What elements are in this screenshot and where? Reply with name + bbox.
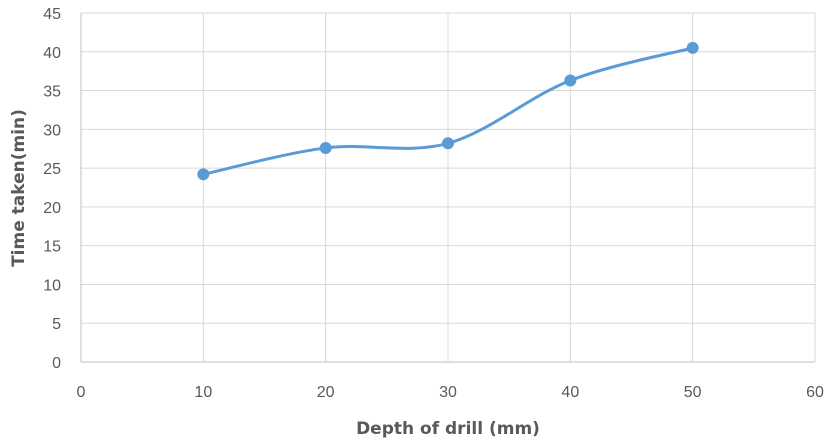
x-tick-label-0: 0 <box>77 384 86 401</box>
x-tick-label-10: 10 <box>194 384 212 401</box>
y-tick-label-30: 30 <box>43 122 61 139</box>
x-tick-label-40: 40 <box>561 384 579 401</box>
x-tick-label-30: 30 <box>439 384 457 401</box>
y-tick-label-40: 40 <box>43 45 61 62</box>
y-tick-label-20: 20 <box>43 200 61 217</box>
y-tick-label-25: 25 <box>43 161 61 178</box>
x-tick-label-20: 20 <box>317 384 335 401</box>
data-point-10 <box>197 168 210 181</box>
x-tick-label-60: 60 <box>806 384 824 401</box>
data-point-40 <box>564 74 577 87</box>
y-tick-label-35: 35 <box>43 84 61 101</box>
data-point-50 <box>686 41 699 54</box>
y-axis-title: Time taken(min) <box>9 109 29 267</box>
plot-area <box>197 41 699 181</box>
y-tick-label-10: 10 <box>43 277 61 294</box>
y-tick-label-15: 15 <box>43 239 61 256</box>
x-tick-label-50: 50 <box>684 384 702 401</box>
gridlines <box>80 12 816 363</box>
y-tick-label-5: 5 <box>52 316 61 333</box>
data-point-30 <box>442 137 454 150</box>
x-axis-ticks: 0 10 20 30 40 50 60 <box>77 384 824 401</box>
y-tick-label-45: 45 <box>43 6 61 23</box>
y-tick-label-0: 0 <box>52 355 61 372</box>
data-point-20 <box>319 141 332 154</box>
y-axis-ticks: 0 5 10 15 20 25 30 35 40 45 <box>43 6 61 372</box>
x-axis-title: Depth of drill (mm) <box>356 419 540 439</box>
